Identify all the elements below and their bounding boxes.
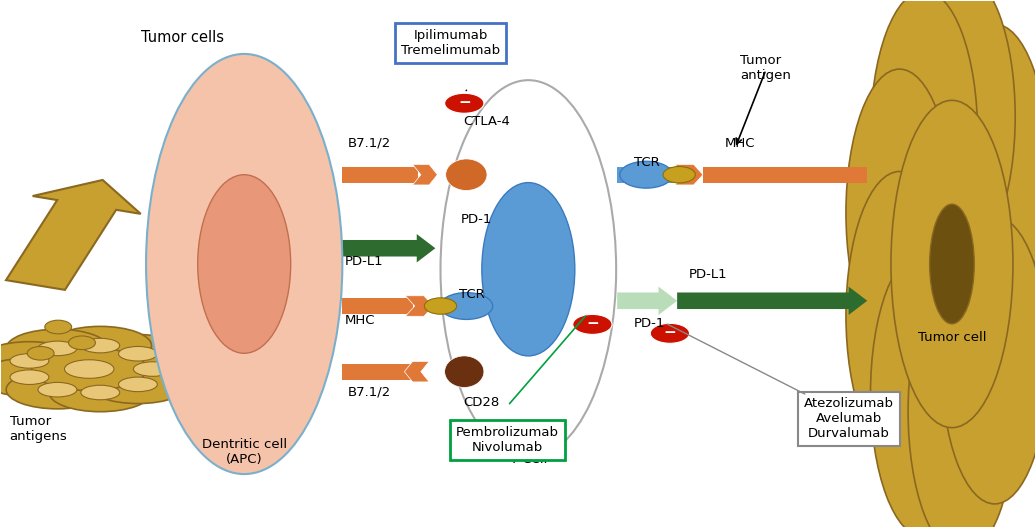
- Ellipse shape: [846, 69, 953, 356]
- Text: T Cell: T Cell: [510, 453, 547, 466]
- Circle shape: [425, 298, 457, 314]
- Ellipse shape: [87, 365, 190, 403]
- Text: PD-1: PD-1: [461, 213, 492, 226]
- Ellipse shape: [482, 183, 575, 356]
- FancyArrow shape: [678, 287, 867, 315]
- Text: Tumor
antigen: Tumor antigen: [740, 54, 792, 82]
- Ellipse shape: [6, 371, 109, 409]
- Ellipse shape: [87, 335, 190, 373]
- Ellipse shape: [118, 346, 157, 361]
- Ellipse shape: [0, 342, 81, 380]
- Ellipse shape: [10, 354, 49, 368]
- Ellipse shape: [444, 356, 484, 388]
- Text: −: −: [458, 95, 470, 110]
- Text: Tumor
antigens: Tumor antigens: [9, 414, 67, 442]
- Ellipse shape: [198, 175, 291, 353]
- Ellipse shape: [440, 80, 616, 458]
- FancyArrow shape: [484, 367, 536, 376]
- FancyArrow shape: [449, 234, 506, 262]
- Text: Atezolizumab
Avelumab
Durvalumab: Atezolizumab Avelumab Durvalumab: [804, 398, 894, 440]
- Circle shape: [444, 93, 484, 114]
- Polygon shape: [675, 164, 703, 185]
- Text: PD-L1: PD-L1: [689, 268, 727, 281]
- FancyArrow shape: [617, 167, 692, 183]
- Ellipse shape: [81, 338, 120, 353]
- Text: TCR: TCR: [459, 288, 485, 300]
- FancyArrow shape: [342, 298, 412, 314]
- Ellipse shape: [846, 172, 953, 459]
- Text: B7.1/2: B7.1/2: [347, 137, 391, 149]
- Text: Tumor cells: Tumor cells: [141, 30, 224, 45]
- Circle shape: [573, 314, 612, 334]
- Ellipse shape: [941, 216, 1036, 504]
- Ellipse shape: [134, 362, 172, 376]
- Circle shape: [663, 166, 695, 183]
- FancyArrow shape: [342, 167, 418, 183]
- Text: PD-L1: PD-L1: [344, 255, 383, 268]
- Ellipse shape: [891, 100, 1013, 428]
- Text: CTLA-4: CTLA-4: [463, 116, 510, 128]
- FancyArrow shape: [342, 364, 418, 380]
- Circle shape: [651, 323, 690, 343]
- Ellipse shape: [146, 54, 342, 474]
- Ellipse shape: [0, 358, 81, 397]
- Polygon shape: [404, 362, 429, 382]
- Ellipse shape: [32, 347, 147, 391]
- Ellipse shape: [870, 250, 978, 528]
- FancyArrow shape: [703, 167, 867, 183]
- Text: Pembrolizumab
Nivolumab: Pembrolizumab Nivolumab: [456, 426, 559, 454]
- Ellipse shape: [38, 341, 77, 356]
- Text: MHC: MHC: [724, 137, 755, 149]
- Text: MHC: MHC: [344, 314, 375, 327]
- Ellipse shape: [909, 268, 1015, 528]
- FancyArrow shape: [342, 234, 435, 262]
- FancyArrow shape: [487, 167, 539, 183]
- Ellipse shape: [870, 0, 978, 278]
- Ellipse shape: [10, 370, 49, 384]
- Ellipse shape: [941, 24, 1036, 312]
- Ellipse shape: [445, 159, 487, 191]
- Circle shape: [68, 336, 95, 350]
- Text: −: −: [663, 325, 677, 340]
- Ellipse shape: [64, 360, 114, 378]
- Circle shape: [620, 162, 672, 188]
- Text: B7.1/2: B7.1/2: [347, 386, 391, 399]
- Circle shape: [45, 320, 71, 334]
- Text: −: −: [586, 316, 599, 331]
- Ellipse shape: [954, 120, 1036, 408]
- Ellipse shape: [929, 204, 974, 324]
- FancyArrow shape: [617, 287, 678, 315]
- Text: CD28: CD28: [463, 397, 499, 409]
- Text: Ipilimumab
Tremelimumab: Ipilimumab Tremelimumab: [401, 30, 500, 58]
- Ellipse shape: [118, 377, 157, 392]
- Ellipse shape: [102, 350, 204, 388]
- Ellipse shape: [38, 382, 77, 397]
- Text: Tumor cell: Tumor cell: [918, 331, 986, 344]
- Text: PD-1: PD-1: [634, 316, 665, 329]
- Ellipse shape: [49, 373, 151, 412]
- Ellipse shape: [6, 329, 109, 367]
- Text: Dentritic cell
(APC): Dentritic cell (APC): [202, 438, 287, 466]
- Circle shape: [440, 293, 493, 319]
- Polygon shape: [412, 164, 437, 185]
- FancyArrow shape: [6, 180, 141, 290]
- Polygon shape: [405, 296, 433, 316]
- FancyArrow shape: [474, 298, 531, 314]
- Circle shape: [27, 346, 54, 360]
- Text: TCR: TCR: [634, 156, 660, 169]
- Ellipse shape: [909, 0, 1015, 260]
- Ellipse shape: [81, 385, 120, 400]
- Ellipse shape: [49, 326, 151, 365]
